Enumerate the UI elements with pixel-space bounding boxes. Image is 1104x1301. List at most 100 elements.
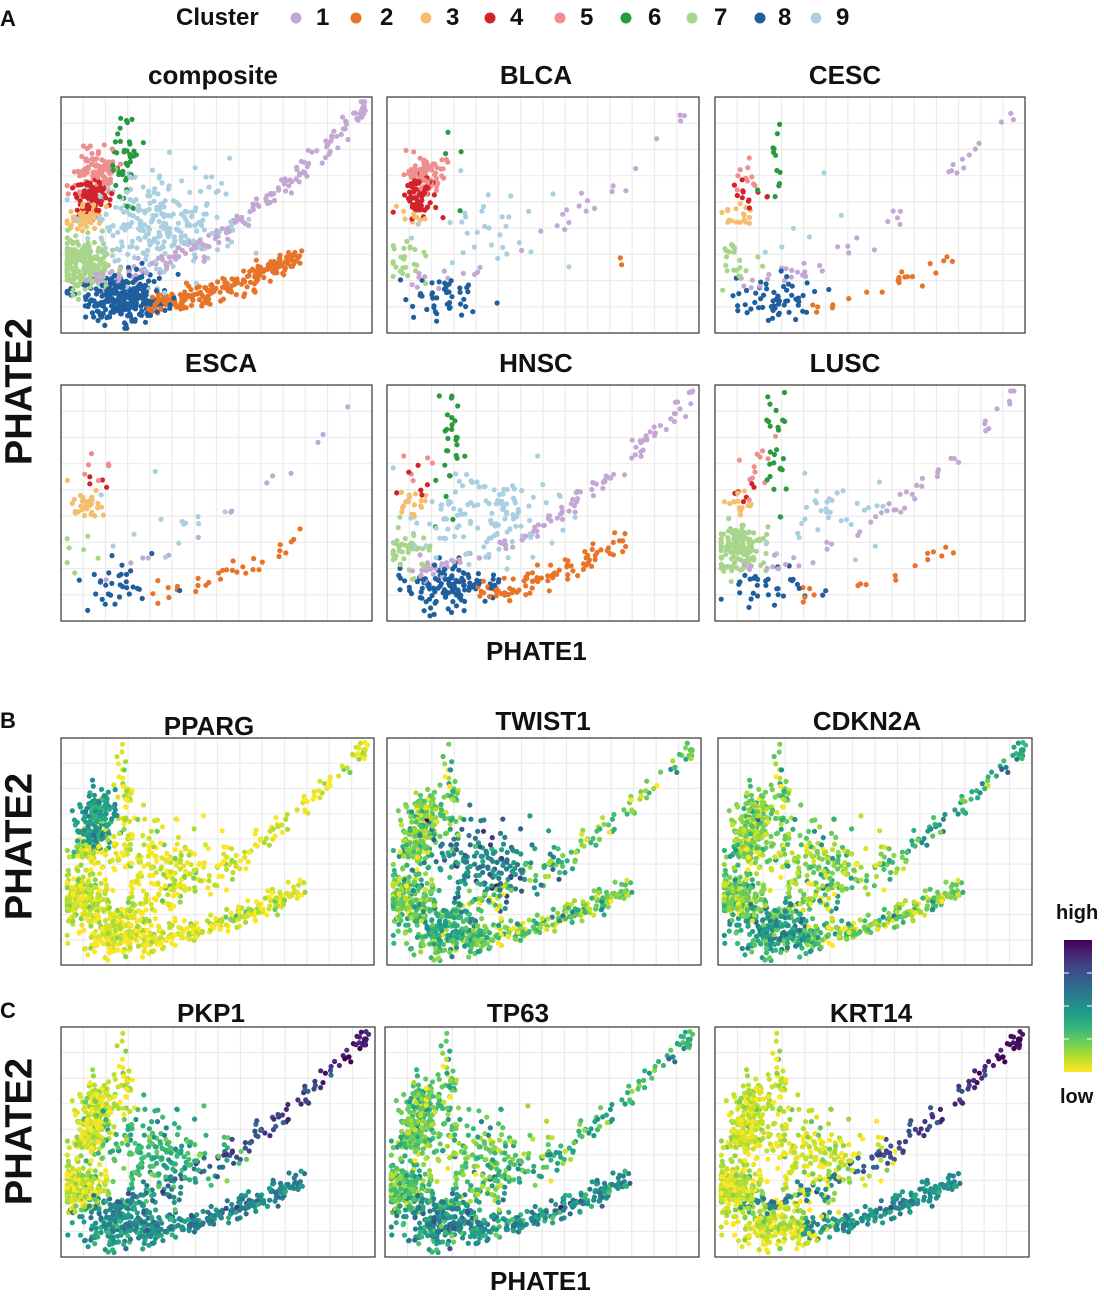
scatter-point xyxy=(135,923,141,930)
scatter-point xyxy=(479,208,485,214)
scatter-point xyxy=(289,892,295,899)
scatter-point xyxy=(424,482,430,488)
scatter-point xyxy=(65,227,71,233)
scatter-point xyxy=(233,852,239,859)
scatter-point xyxy=(675,399,681,405)
scatter-point xyxy=(133,879,139,885)
scatter-point xyxy=(403,499,409,505)
scatter-point xyxy=(718,538,724,544)
scatter-point xyxy=(127,847,133,853)
scatter-point xyxy=(105,286,111,292)
scatter-point xyxy=(109,253,116,259)
scatter-point xyxy=(663,426,669,433)
scatter-point xyxy=(179,247,185,253)
scatter-point xyxy=(149,850,155,856)
scatter-point xyxy=(95,477,102,484)
scatter-point xyxy=(150,591,156,597)
scatter-point xyxy=(100,512,106,518)
scatter-point xyxy=(623,188,629,194)
scatter-point xyxy=(398,489,404,495)
scatter-point xyxy=(496,546,502,552)
scatter-point xyxy=(162,554,169,560)
scatter-point xyxy=(76,930,82,936)
scatter-point xyxy=(280,901,286,908)
scatter-point xyxy=(279,261,286,267)
scatter-point xyxy=(764,286,770,292)
scatter-point xyxy=(558,510,565,516)
scatter-point xyxy=(745,165,751,171)
scatter-point xyxy=(821,170,827,176)
scatter-point xyxy=(115,947,121,953)
plot-esca xyxy=(60,384,373,622)
scatter-point xyxy=(490,572,497,578)
scatter-point xyxy=(169,940,175,946)
scatter-point xyxy=(442,280,448,286)
scatter-point xyxy=(130,901,136,907)
scatter-point xyxy=(137,227,143,233)
scatter-points-composite xyxy=(64,99,368,331)
scatter-point xyxy=(191,258,197,264)
scatter-point xyxy=(854,500,860,506)
scatter-point xyxy=(408,814,414,820)
scatter-point xyxy=(139,260,145,266)
scatter-point xyxy=(98,836,105,842)
scatter-point xyxy=(134,245,140,251)
scatter-point xyxy=(781,283,787,290)
scatter-point xyxy=(93,837,99,843)
scatter-point xyxy=(998,119,1005,125)
scatter-point xyxy=(64,872,70,878)
scatter-point xyxy=(253,196,260,202)
scatter-point xyxy=(147,226,153,232)
scatter-point xyxy=(167,230,173,236)
scatter-point xyxy=(412,168,418,174)
scatter-point xyxy=(137,221,143,227)
scatter-point xyxy=(245,898,251,904)
scatter-point xyxy=(98,167,104,174)
scatter-point xyxy=(720,287,726,293)
scatter-point xyxy=(199,292,205,299)
scatter-point xyxy=(64,477,71,483)
scatter-point xyxy=(545,513,552,519)
scatter-point xyxy=(85,230,91,236)
scatter-point xyxy=(115,918,121,924)
scatter-point xyxy=(496,492,502,498)
scatter-point xyxy=(172,238,178,244)
scatter-point xyxy=(149,864,155,870)
scatter-point xyxy=(107,314,113,320)
scatter-point xyxy=(93,825,99,831)
scatter-point xyxy=(151,881,157,887)
scatter-point xyxy=(612,530,618,536)
scatter-point xyxy=(120,279,126,285)
scatter-point xyxy=(919,475,926,481)
scatter-point xyxy=(254,843,260,849)
scatter-point xyxy=(761,292,767,298)
scatter-point xyxy=(77,280,83,286)
scatter-point xyxy=(121,209,127,215)
scatter-point xyxy=(609,188,615,195)
scatter-point xyxy=(767,401,773,407)
scatter-point xyxy=(390,872,396,878)
scatter-point xyxy=(174,583,180,590)
scatter-point xyxy=(74,194,80,200)
scatter-point xyxy=(181,214,187,220)
scatter-point xyxy=(744,310,750,316)
scatter-point xyxy=(423,543,429,549)
scatter-point xyxy=(354,116,360,122)
scatter-point xyxy=(446,289,452,295)
scatter-point xyxy=(796,585,802,592)
scatter-point xyxy=(726,217,732,223)
scatter-point xyxy=(509,539,515,545)
scatter-point xyxy=(608,898,614,904)
scatter-point xyxy=(791,555,797,561)
scatter-point xyxy=(242,849,248,855)
scatter-point xyxy=(751,464,757,470)
scatter-point xyxy=(425,166,431,172)
scatter-point xyxy=(239,905,245,911)
scatter-point xyxy=(288,256,294,262)
scatter-point xyxy=(99,926,105,932)
scatter-point xyxy=(448,278,454,284)
scatter-point xyxy=(122,864,128,870)
scatter-point xyxy=(790,225,797,231)
scatter-point xyxy=(742,572,748,579)
scatter-point xyxy=(355,750,361,757)
